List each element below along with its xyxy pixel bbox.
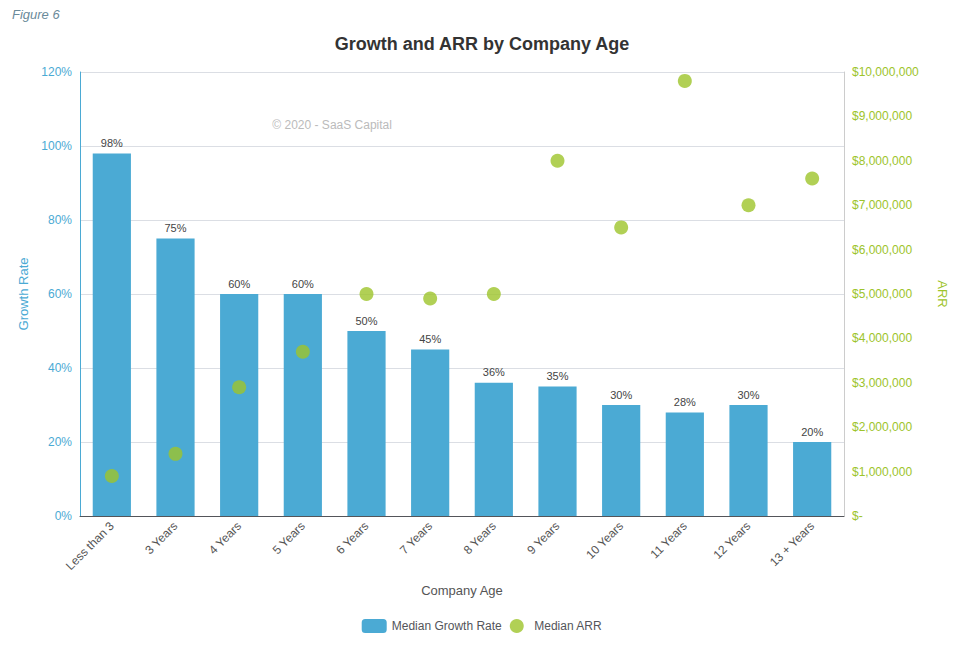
svg-text:30%: 30%: [737, 389, 759, 401]
svg-text:© 2020 - SaaS Capital: © 2020 - SaaS Capital: [272, 118, 392, 132]
svg-text:$4,000,000: $4,000,000: [852, 331, 912, 345]
svg-text:20%: 20%: [48, 435, 72, 449]
svg-text:60%: 60%: [228, 278, 250, 290]
svg-text:Growth and ARR by Company Age: Growth and ARR by Company Age: [335, 34, 630, 54]
svg-text:5 Years: 5 Years: [270, 519, 308, 557]
svg-text:$7,000,000: $7,000,000: [852, 198, 912, 212]
svg-text:$-: $-: [852, 509, 863, 523]
svg-text:60%: 60%: [48, 287, 72, 301]
svg-text:Median ARR: Median ARR: [534, 619, 602, 633]
svg-text:$6,000,000: $6,000,000: [852, 243, 912, 257]
svg-text:120%: 120%: [41, 65, 72, 79]
svg-text:7 Years: 7 Years: [397, 519, 435, 557]
svg-text:8 Years: 8 Years: [461, 519, 499, 557]
svg-text:6 Years: 6 Years: [333, 519, 371, 557]
svg-text:36%: 36%: [483, 366, 505, 378]
svg-text:40%: 40%: [48, 361, 72, 375]
svg-text:45%: 45%: [419, 333, 441, 345]
svg-text:$10,000,000: $10,000,000: [852, 65, 919, 79]
svg-text:28%: 28%: [674, 396, 696, 408]
svg-text:12 Years: 12 Years: [711, 519, 754, 562]
svg-text:4 Years: 4 Years: [206, 519, 244, 557]
svg-text:Less than 3: Less than 3: [63, 519, 117, 573]
svg-text:0%: 0%: [55, 509, 73, 523]
svg-text:3 Years: 3 Years: [142, 519, 180, 557]
svg-text:20%: 20%: [801, 426, 823, 438]
svg-text:100%: 100%: [41, 139, 72, 153]
svg-text:$2,000,000: $2,000,000: [852, 420, 912, 434]
svg-text:ARR: ARR: [935, 280, 950, 307]
svg-text:$9,000,000: $9,000,000: [852, 109, 912, 123]
svg-text:9 Years: 9 Years: [524, 519, 562, 557]
svg-text:Growth Rate: Growth Rate: [16, 258, 31, 331]
svg-text:35%: 35%: [546, 370, 568, 382]
svg-text:$5,000,000: $5,000,000: [852, 287, 912, 301]
svg-text:Company Age: Company Age: [421, 583, 503, 598]
svg-text:50%: 50%: [355, 315, 377, 327]
svg-text:30%: 30%: [610, 389, 632, 401]
svg-text:$3,000,000: $3,000,000: [852, 376, 912, 390]
svg-text:75%: 75%: [164, 222, 186, 234]
svg-text:$1,000,000: $1,000,000: [852, 465, 912, 479]
svg-text:Median Growth Rate: Median Growth Rate: [392, 619, 502, 633]
svg-text:$8,000,000: $8,000,000: [852, 154, 912, 168]
svg-text:13 + Years: 13 + Years: [767, 519, 817, 569]
svg-text:11 Years: 11 Years: [648, 519, 690, 561]
svg-text:80%: 80%: [48, 213, 72, 227]
svg-text:Figure 6: Figure 6: [12, 7, 60, 22]
svg-text:10 Years: 10 Years: [583, 519, 626, 562]
svg-text:60%: 60%: [292, 278, 314, 290]
svg-text:98%: 98%: [101, 137, 123, 149]
